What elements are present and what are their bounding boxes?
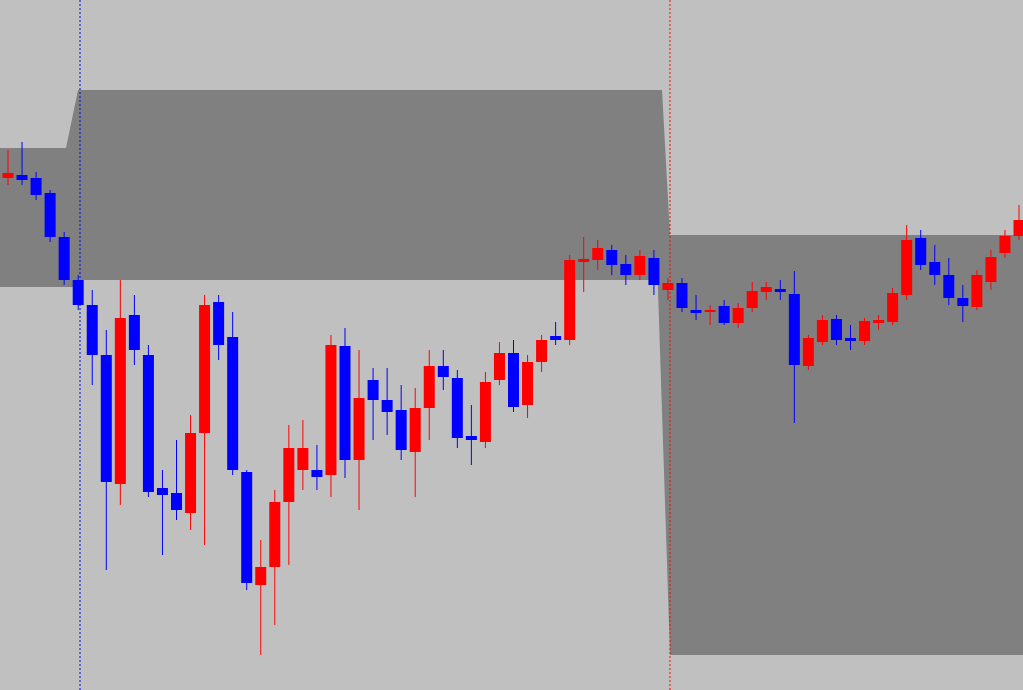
candle-body <box>437 366 449 377</box>
candle-body <box>816 320 828 342</box>
candle-body <box>887 293 899 322</box>
candle-body <box>788 294 800 365</box>
candle-body <box>648 258 660 285</box>
candle-body <box>128 315 140 350</box>
candle-body <box>718 306 730 323</box>
candle-body <box>114 318 126 484</box>
candle-body <box>86 305 98 355</box>
candle-body <box>746 291 758 308</box>
candle-body <box>381 400 393 412</box>
candle-body <box>1013 220 1023 236</box>
candle-body <box>522 362 534 405</box>
candle-body <box>409 408 421 452</box>
candle-body <box>311 470 323 477</box>
candle-body <box>493 353 505 380</box>
candle-body <box>508 353 519 407</box>
candle-body <box>142 355 154 492</box>
candle-body <box>156 488 168 495</box>
candle-body <box>2 173 14 178</box>
candle-body <box>72 280 84 305</box>
candle-body <box>297 448 309 470</box>
candle-body <box>353 398 365 460</box>
candle-body <box>199 305 211 433</box>
candle-body <box>44 193 56 237</box>
candle-body <box>915 238 927 265</box>
candle-body <box>30 178 42 195</box>
candle-body <box>873 320 885 323</box>
candle-body <box>704 310 716 312</box>
candle-body <box>592 248 604 260</box>
candle-body <box>760 287 772 292</box>
candle-body <box>830 319 842 340</box>
candle-body <box>465 436 477 440</box>
candle-body <box>283 448 295 502</box>
candle-body <box>367 380 379 400</box>
candle-body <box>690 310 702 313</box>
candle-body <box>269 502 281 567</box>
candle-body <box>423 366 435 408</box>
candle-body <box>662 283 674 290</box>
candle-body <box>100 355 112 482</box>
candles <box>2 142 1023 655</box>
candle-body <box>339 346 351 460</box>
candle-body <box>999 236 1011 253</box>
candle-body <box>732 308 744 323</box>
candle-body <box>451 378 463 438</box>
candle-body <box>929 262 941 275</box>
candle-body <box>620 264 632 275</box>
candle-body <box>676 283 688 308</box>
candle-body <box>774 289 786 292</box>
candle-body <box>578 259 590 262</box>
candle-body <box>606 250 618 265</box>
candle-body <box>325 345 337 475</box>
candle-body <box>845 338 856 341</box>
candle-body <box>802 338 814 366</box>
candle-body <box>971 275 983 307</box>
candle-body <box>241 472 253 583</box>
candle-body <box>255 567 267 585</box>
candle-body <box>213 302 225 345</box>
candle-body <box>58 237 70 280</box>
candle-body <box>943 275 955 298</box>
candle-body <box>957 298 969 306</box>
candle-body <box>634 256 646 275</box>
candle-body <box>479 382 491 442</box>
candle-body <box>227 337 239 470</box>
candle-body <box>185 433 197 513</box>
candle-body <box>171 493 182 510</box>
candle-body <box>395 410 407 450</box>
candle-body <box>550 336 562 340</box>
candle-body <box>536 340 548 362</box>
candle-body <box>901 240 913 295</box>
candle-body <box>859 321 871 341</box>
candle-body <box>16 175 28 180</box>
zone <box>0 90 1023 655</box>
candle-body <box>985 257 997 282</box>
candle-body <box>564 260 576 340</box>
